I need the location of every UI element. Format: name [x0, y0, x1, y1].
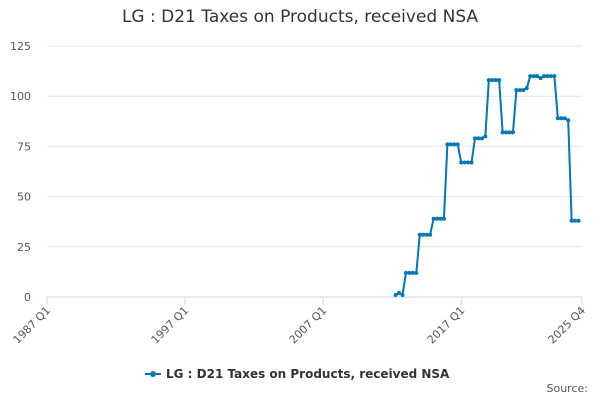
point	[507, 130, 512, 135]
legend-label: LG : D21 Taxes on Products, received NSA	[166, 367, 450, 381]
point	[548, 74, 553, 79]
series-line	[395, 75, 579, 297]
x-tick-label: 2007 Q1	[287, 304, 330, 347]
point	[462, 160, 467, 165]
point	[441, 216, 446, 221]
point	[510, 130, 515, 135]
point	[493, 78, 498, 83]
point	[466, 160, 471, 165]
y-tick-label: 0	[24, 291, 31, 304]
point	[517, 88, 522, 93]
y-tick-label: 50	[17, 191, 31, 204]
chart-title: LG : D21 Taxes on Products, received NSA	[122, 7, 478, 27]
point	[555, 116, 560, 121]
point	[559, 116, 564, 121]
point	[542, 74, 547, 79]
point	[393, 292, 398, 297]
point	[531, 74, 536, 79]
point	[566, 118, 571, 123]
point	[486, 78, 491, 83]
point	[524, 86, 529, 91]
point	[448, 142, 453, 147]
legend-marker	[150, 371, 156, 377]
point	[473, 136, 477, 141]
point	[576, 218, 581, 223]
point	[528, 74, 533, 79]
point	[483, 134, 488, 139]
point	[414, 270, 419, 275]
y-tick-label: 125	[10, 40, 31, 53]
x-tick-label: 1997 Q1	[149, 304, 192, 347]
point	[459, 160, 464, 165]
x-tick-label: 2025 Q4	[546, 304, 589, 347]
point	[445, 142, 450, 147]
y-tick-label: 75	[17, 140, 31, 153]
point	[397, 290, 402, 295]
point	[438, 216, 443, 221]
point	[497, 78, 502, 83]
point	[400, 292, 405, 297]
y-tick-label: 25	[17, 241, 31, 254]
point	[428, 232, 433, 237]
point	[535, 74, 540, 79]
point	[476, 136, 481, 141]
point	[504, 130, 509, 135]
point	[521, 88, 526, 93]
point	[479, 136, 484, 141]
point	[514, 88, 519, 93]
point	[469, 160, 474, 165]
point	[500, 130, 505, 135]
point	[410, 270, 415, 275]
y-tick-label: 100	[10, 90, 31, 103]
point	[538, 76, 543, 81]
point	[424, 232, 429, 237]
point	[562, 116, 567, 121]
point	[417, 232, 422, 237]
point	[421, 232, 426, 237]
point	[552, 74, 557, 79]
x-tick-label: 2017 Q1	[425, 304, 468, 347]
source: Source:	[547, 382, 589, 395]
point	[452, 142, 457, 147]
point	[435, 216, 440, 221]
point	[431, 216, 436, 221]
point	[455, 142, 460, 147]
point	[573, 218, 578, 223]
point	[403, 270, 408, 275]
point	[490, 78, 495, 83]
point	[545, 74, 550, 79]
point	[407, 270, 412, 275]
point	[569, 218, 574, 223]
x-tick-label: 1987 Q1	[11, 304, 54, 347]
